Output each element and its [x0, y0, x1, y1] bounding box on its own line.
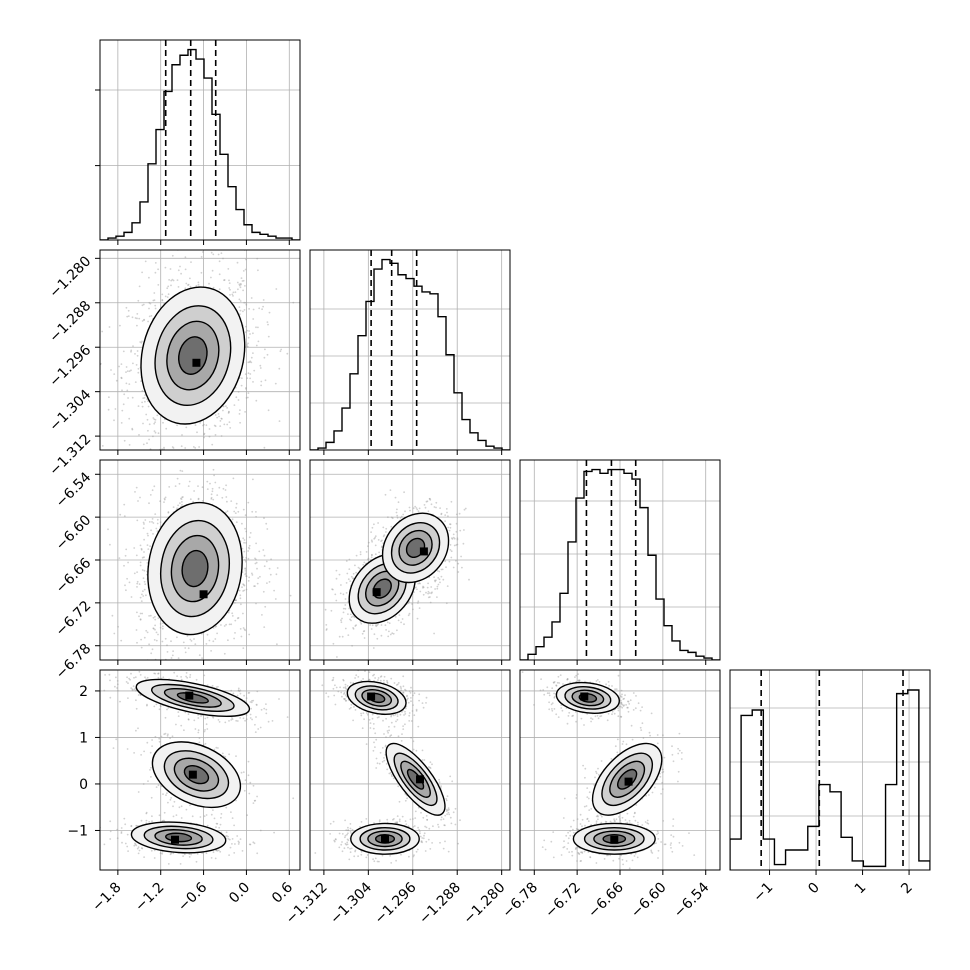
panel-frame — [309, 459, 511, 661]
density-peak — [185, 691, 194, 700]
density-peak — [367, 692, 376, 701]
density-peak — [610, 835, 619, 844]
contour-level — [181, 549, 209, 588]
panel-1-1 — [309, 249, 511, 455]
y-tick-label: −6.66 — [53, 555, 95, 597]
panel-frame — [729, 669, 931, 871]
y-tick-label: −1.304 — [46, 387, 94, 435]
density-peak — [624, 777, 633, 786]
histogram-1 — [310, 258, 510, 450]
x-tick-label: −6.72 — [542, 880, 584, 922]
x-tick-label: 0 — [805, 880, 823, 898]
panel-frame — [99, 249, 301, 451]
x-tick-label: 1 — [852, 880, 870, 898]
panel-frame — [309, 669, 511, 871]
x-tick-label: −6.54 — [671, 879, 713, 921]
panel-frame — [99, 669, 301, 871]
panel-frame — [99, 39, 301, 241]
x-tick-label: −6.78 — [499, 880, 541, 922]
y-tick-label: −1.296 — [46, 342, 94, 390]
histogram-3 — [730, 689, 930, 870]
x-tick-label: 0.6 — [269, 879, 296, 906]
density-peak — [171, 835, 179, 844]
y-tick-label: −6.72 — [53, 598, 95, 640]
histogram-0 — [100, 48, 300, 240]
x-tick-label: 0.0 — [226, 880, 253, 907]
x-tick-label: −1.2 — [132, 880, 167, 915]
x-tick-label: −1.288 — [416, 880, 464, 928]
histogram-2 — [520, 468, 720, 660]
density-peak — [416, 775, 424, 784]
x-tick-label: −1.8 — [89, 880, 124, 915]
x-tick-label: −1.304 — [327, 879, 375, 927]
x-tick-label: −1 — [750, 880, 776, 906]
y-tick-label: −1.280 — [46, 253, 94, 301]
panel-frame — [309, 249, 511, 451]
y-tick-label: 1 — [79, 730, 88, 746]
panel-3-1 — [309, 669, 511, 875]
y-tick-label: −6.60 — [53, 512, 95, 554]
y-tick-label: −6.78 — [53, 641, 95, 683]
x-tick-label: −0.6 — [175, 879, 210, 914]
y-tick-label: −1.288 — [46, 298, 94, 346]
panel-3-3 — [729, 669, 931, 875]
x-tick-label: 2 — [898, 880, 916, 898]
panel-2-2 — [519, 459, 721, 665]
density-peak — [192, 358, 201, 367]
x-tick-label: −6.60 — [628, 880, 670, 922]
density-peak — [372, 588, 381, 597]
density-peak — [419, 547, 428, 556]
density-peak — [188, 770, 197, 779]
panel-0-0 — [95, 39, 301, 245]
x-tick-label: −6.66 — [585, 879, 627, 921]
panel-2-1 — [309, 459, 511, 665]
panel-3-0 — [95, 669, 301, 875]
y-tick-label: −1 — [67, 823, 88, 839]
panel-3-2 — [519, 669, 721, 875]
x-tick-label: −1.296 — [372, 879, 420, 927]
density-peak — [381, 834, 389, 843]
x-tick-label: −1.280 — [461, 880, 509, 928]
y-tick-label: 0 — [79, 777, 88, 793]
y-tick-label: −1.312 — [46, 431, 94, 479]
panel-2-0 — [95, 459, 301, 665]
density-peak — [199, 590, 208, 599]
y-tick-label: 2 — [79, 684, 88, 700]
density-peak — [580, 692, 589, 701]
panel-1-0 — [95, 249, 301, 455]
